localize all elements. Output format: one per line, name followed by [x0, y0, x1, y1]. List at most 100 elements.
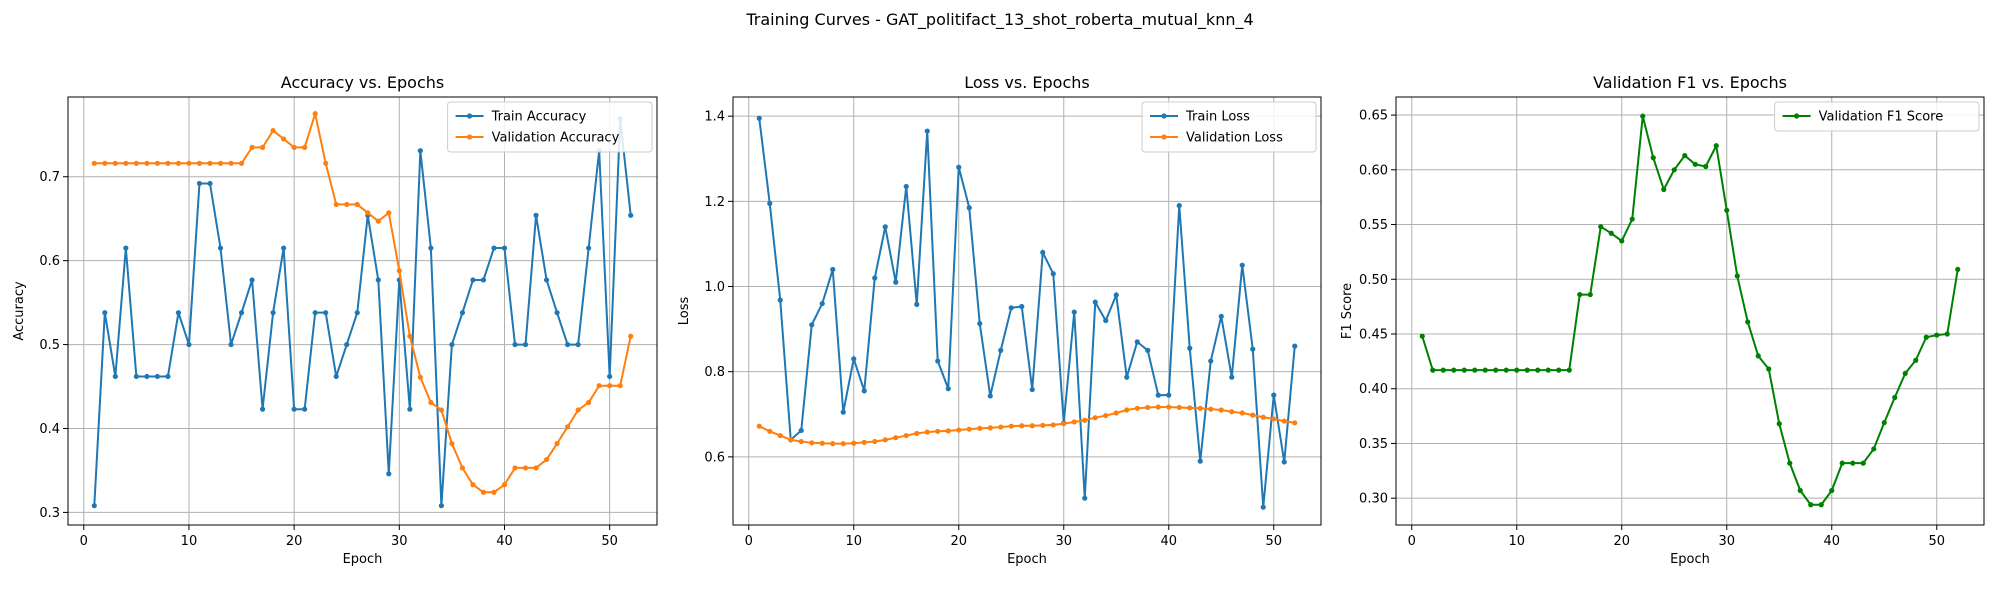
x-axis-label: Epoch [1007, 552, 1047, 567]
data-point [354, 310, 360, 316]
data-point [924, 429, 930, 435]
y-tick-label: 0.35 [1359, 437, 1388, 452]
data-point [186, 160, 192, 166]
data-point [217, 160, 224, 166]
data-point [1071, 419, 1077, 425]
data-point [1850, 460, 1856, 466]
y-tick-label: 0.40 [1359, 382, 1388, 397]
data-point [123, 245, 129, 251]
plot-frame [732, 96, 1322, 526]
chart-panel-2: Loss vs. Epochs 0 10 20 30 40 50 0.6 0.8 1.0 1.2 1.… [677, 73, 1322, 567]
data-point [1692, 161, 1698, 167]
data-point [238, 310, 245, 316]
data-point [903, 432, 909, 439]
data-point [1103, 317, 1109, 324]
data-point [1029, 423, 1035, 429]
data-point [586, 399, 592, 406]
data-point [1640, 113, 1646, 119]
data-point [1250, 346, 1256, 352]
data-point [1766, 366, 1772, 372]
data-point [1881, 420, 1887, 426]
data-point [1503, 367, 1509, 373]
data-point [501, 482, 508, 488]
data-point [1682, 152, 1688, 159]
legend-box [447, 101, 653, 153]
data-point [1008, 423, 1014, 429]
y-tick-label: 0.5 [39, 338, 60, 353]
data-point [1292, 420, 1298, 426]
data-point [1482, 367, 1488, 373]
x-tick-label: 10 [1508, 534, 1525, 549]
x-tick-label: 20 [286, 534, 303, 549]
legend-box [1141, 101, 1317, 153]
data-point [102, 310, 108, 316]
data-point [1787, 460, 1793, 466]
y-tick-label: 0.3 [39, 506, 60, 521]
chart-title: Loss vs. Epochs [964, 73, 1089, 92]
data-point [449, 440, 455, 447]
data-point [112, 160, 118, 166]
data-point [1271, 416, 1277, 422]
data-point [767, 428, 773, 434]
data-point [312, 310, 318, 316]
data-point [1292, 343, 1298, 349]
data-point [249, 277, 255, 283]
data-point [1271, 392, 1277, 398]
data-point [228, 160, 234, 166]
data-point [1218, 313, 1224, 319]
y-tick-label: 0.7 [39, 170, 60, 185]
data-point [1260, 414, 1266, 420]
data-point [365, 210, 371, 216]
data-point [522, 341, 529, 348]
data-point [281, 245, 287, 251]
data-point [512, 341, 518, 348]
data-point [1260, 504, 1266, 510]
data-point [1166, 404, 1172, 410]
legend-label: Train Accuracy [491, 110, 587, 125]
data-point [914, 301, 920, 307]
x-tick-label: 40 [496, 534, 513, 549]
data-point [438, 503, 444, 509]
data-point [945, 428, 951, 434]
data-point [1208, 406, 1214, 412]
data-point [914, 430, 920, 437]
data-point [840, 409, 846, 415]
data-point [1113, 292, 1119, 298]
legend-label: Validation Loss [1186, 131, 1283, 146]
figure-suptitle: Training Curves - GAT_politifact_13_shot… [745, 10, 1253, 30]
data-point [777, 297, 783, 303]
data-point [512, 465, 518, 471]
data-point [344, 341, 350, 348]
data-point [1250, 412, 1256, 418]
y-tick-label: 1.2 [704, 195, 725, 210]
data-point [470, 482, 476, 488]
data-point [522, 465, 529, 471]
data-point [1871, 446, 1877, 452]
data-point [1524, 367, 1530, 373]
data-point [428, 245, 434, 251]
data-point [1514, 367, 1520, 373]
data-point [756, 115, 762, 121]
data-point [1545, 367, 1551, 373]
data-point [1829, 487, 1835, 494]
data-point [819, 440, 825, 446]
data-point [238, 160, 245, 166]
data-point [1577, 291, 1583, 298]
data-point [165, 160, 171, 166]
data-point [1176, 202, 1182, 209]
data-point [428, 399, 434, 406]
data-point [1755, 353, 1761, 359]
data-point [1218, 407, 1224, 413]
data-point [354, 201, 360, 208]
data-point [533, 465, 539, 471]
x-axis-label: Epoch [343, 552, 383, 567]
data-point [1913, 357, 1919, 363]
data-point [144, 373, 150, 380]
legend: Train Loss Validation Loss [1141, 101, 1317, 153]
y-tick-label: 0.6 [39, 254, 60, 269]
data-point [1461, 367, 1467, 373]
data-point [407, 333, 413, 339]
y-tick-label: 0.4 [39, 422, 60, 437]
y-tick-label: 1.0 [704, 280, 725, 295]
data-point [1134, 339, 1140, 345]
